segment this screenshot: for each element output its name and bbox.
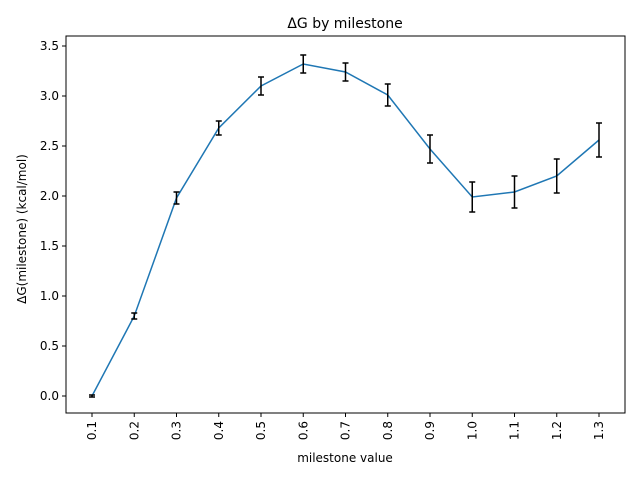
y-tick-label: 3.5 <box>40 39 59 53</box>
x-tick-label: 1.2 <box>550 421 564 440</box>
series-line <box>91 63 600 397</box>
x-tick-label: 0.5 <box>254 421 268 440</box>
error-bar <box>384 83 391 107</box>
x-tick-label: 1.0 <box>465 421 479 440</box>
x-tick-label: 0.1 <box>85 421 99 440</box>
x-tick-label: 0.8 <box>381 421 395 440</box>
plot-area <box>89 54 602 398</box>
x-tick-label: 0.7 <box>339 421 353 440</box>
axes-frame <box>65 35 626 414</box>
y-tick-label: 1.0 <box>40 289 59 303</box>
error-bar <box>173 191 180 205</box>
x-tick-label: 0.3 <box>170 421 184 440</box>
y-tick-label: 2.5 <box>40 139 59 153</box>
y-tick-label: 0.5 <box>40 339 59 353</box>
x-tick-label: 1.1 <box>508 421 522 440</box>
x-axis-label: milestone value <box>297 451 393 465</box>
y-tick-label: 2.0 <box>40 189 59 203</box>
x-tick-label: 0.2 <box>127 421 141 440</box>
error-bar <box>258 76 264 96</box>
axes: 0.0 0.5 1.0 1.5 2.0 2.5 3.0 3.5 0.1 0.2 0.3 0.4 0.5 0… <box>40 35 626 440</box>
error-bar <box>215 120 222 136</box>
error-bar <box>553 158 560 194</box>
chart-title: ΔG by milestone <box>287 16 402 32</box>
x-tick-label: 1.3 <box>592 421 606 440</box>
y-tick-label: 1.5 <box>40 239 59 253</box>
y-axis-label: ΔG(milestone) (kcal/mol) <box>15 154 29 304</box>
error-bar <box>427 134 433 164</box>
y-tick-label: 3.0 <box>40 89 59 103</box>
error-bar <box>596 122 602 158</box>
error-bar <box>469 181 476 213</box>
error-bar <box>511 175 518 209</box>
error-bar <box>89 394 95 398</box>
x-tick-label: 0.4 <box>212 421 226 440</box>
error-bar <box>131 312 138 320</box>
error-bar <box>300 54 307 74</box>
error-bar <box>342 62 349 82</box>
x-tick-label: 0.9 <box>423 421 437 440</box>
y-tick-label: 0.0 <box>40 389 59 403</box>
x-tick-label: 0.6 <box>296 421 310 440</box>
